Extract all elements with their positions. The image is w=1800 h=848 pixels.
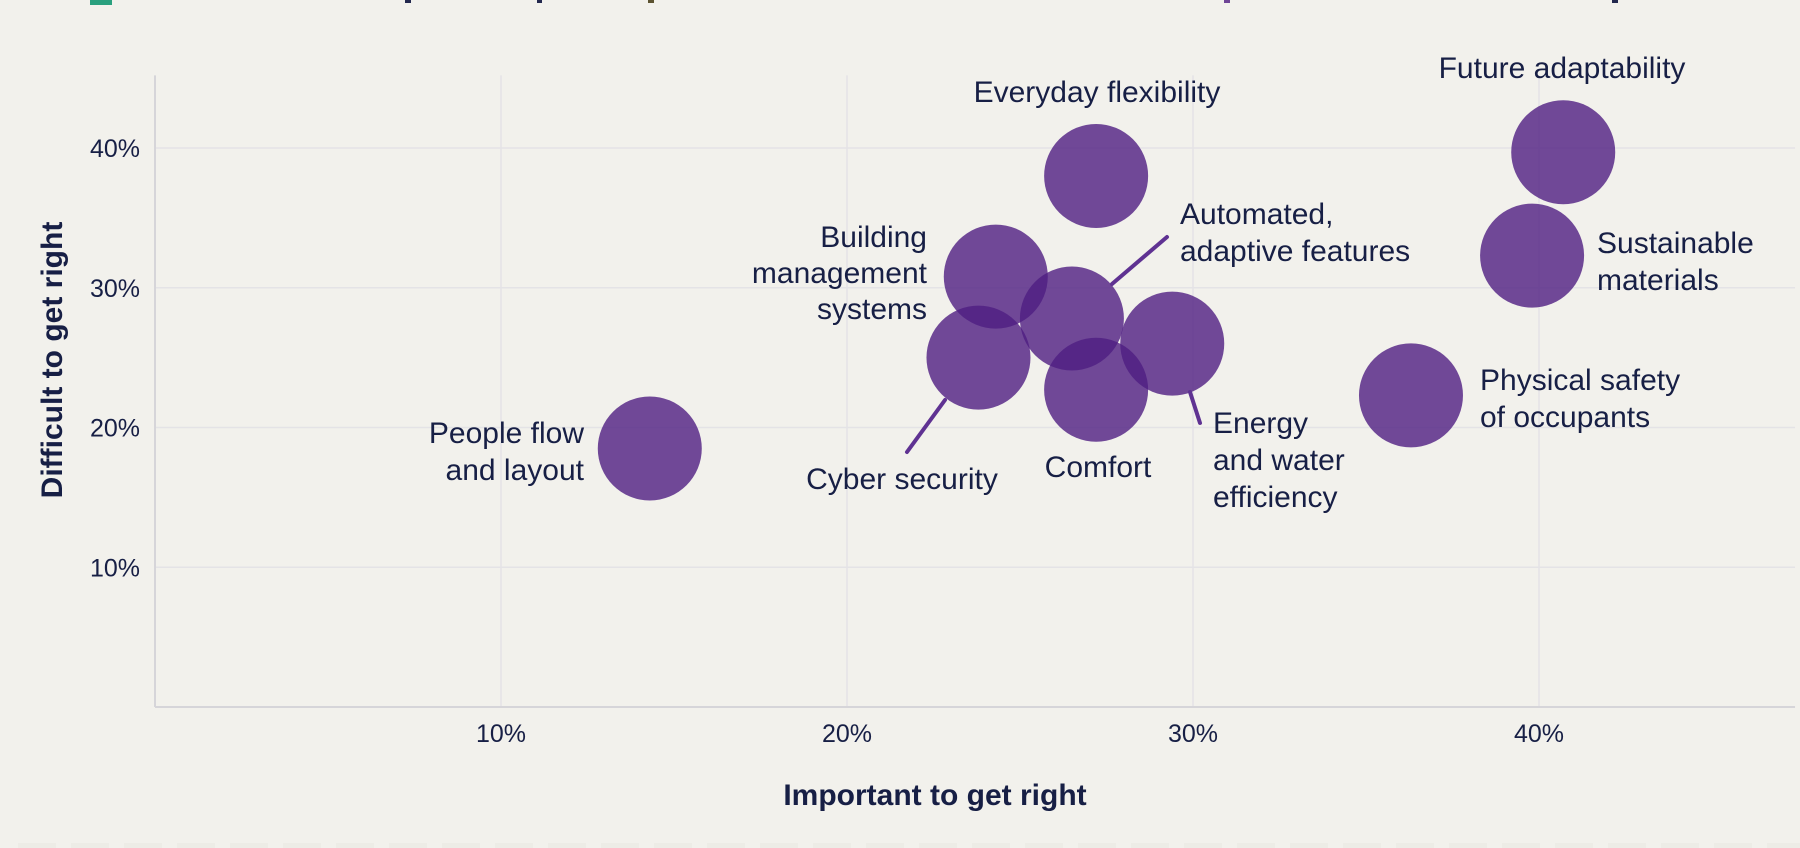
bubble-label-energy-and-water-efficiency: Energy and water efficiency	[1213, 407, 1345, 514]
bubble-comfort	[1044, 337, 1149, 442]
bubble-sustainable-materials	[1480, 203, 1585, 308]
callout-line-automated-adaptive-features	[1110, 235, 1169, 286]
x-tick-label-20%: 20%	[822, 720, 872, 748]
cropped-top-text-remnants	[0, 0, 1800, 6]
callout-line-energy-and-water-efficiency	[1188, 390, 1202, 425]
cropped-text-fragment-5	[1224, 0, 1230, 3]
bubble-layer	[597, 100, 1616, 501]
x-tick-label-30%: 30%	[1168, 720, 1218, 748]
bubble-energy-and-water-efficiency	[1120, 291, 1225, 396]
x-axis-title: Important to get right	[783, 779, 1086, 812]
bubble-cyber-security	[926, 305, 1031, 410]
bubble-label-cyber-security: Cyber security	[806, 463, 998, 496]
bubble-building-management-systems	[943, 224, 1048, 329]
x-tick-label-40%: 40%	[1514, 720, 1564, 748]
bubble-people-flow-and-layout	[597, 396, 702, 501]
y-tick-label-30%: 30%	[90, 275, 140, 303]
bubble-label-comfort: Comfort	[1045, 451, 1152, 484]
bubble-future-adaptability	[1511, 100, 1616, 205]
label-layer: People flow and layout Building management s…	[429, 52, 1754, 514]
cropped-text-fragment-1	[90, 0, 112, 5]
bubble-everyday-flexibility	[1044, 123, 1149, 228]
y-tick-label-40%: 40%	[90, 135, 140, 163]
cropped-text-fragment-3	[537, 0, 542, 3]
bubble-label-sustainable-materials: Sustainable materials	[1597, 227, 1754, 297]
bubble-label-people-flow-and-layout: People flow and layout	[429, 417, 585, 487]
bubble-label-physical-safety-of-occupants: Physical safety of occupants	[1480, 364, 1680, 434]
bubble-label-building-management-systems: Building management systems	[752, 221, 928, 326]
cropped-text-fragment-6	[1612, 0, 1618, 3]
bubble-label-automated-adaptive-features: Automated, adaptive features	[1180, 198, 1410, 268]
cropped-text-fragment-4	[648, 0, 654, 3]
x-tick-label-10%: 10%	[476, 720, 526, 748]
y-tick-label-20%: 20%	[90, 415, 140, 443]
bubble-label-future-adaptability: Future adaptability	[1439, 52, 1686, 85]
bubble-label-everyday-flexibility: Everyday flexibility	[974, 76, 1221, 109]
callout-line-cyber-security	[905, 398, 947, 454]
y-axis-title: Difficult to get right	[36, 222, 69, 499]
axis-layer: 10% 20% 30% 40% 10% 20% 30% 40%	[90, 75, 1796, 748]
callout-layer	[905, 235, 1202, 454]
cropped-bottom-content-remnant	[18, 843, 1800, 848]
bubble-physical-safety-of-occupants	[1358, 343, 1463, 448]
cropped-text-fragment-2	[405, 0, 411, 3]
y-tick-label-10%: 10%	[90, 554, 140, 582]
